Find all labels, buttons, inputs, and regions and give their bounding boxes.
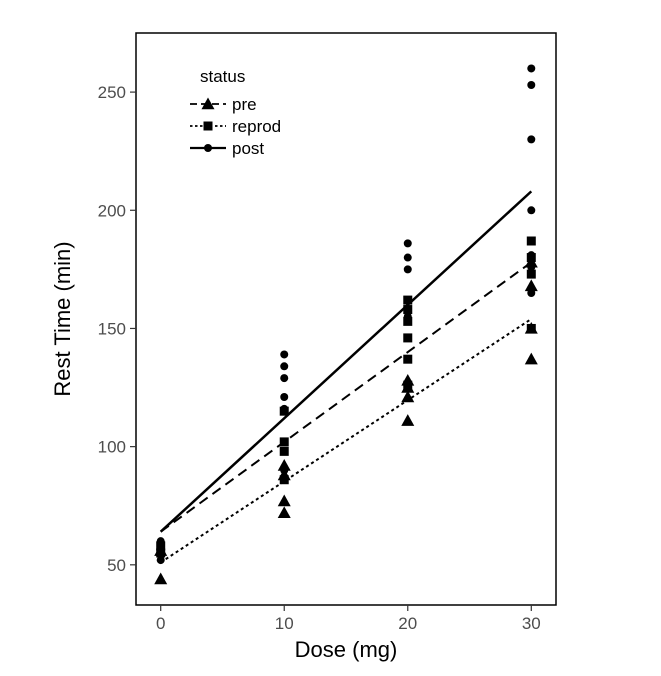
point-post <box>403 265 412 274</box>
point-reprod <box>526 269 536 279</box>
y-axis-ticks: 50 100 150 200 250 <box>98 83 136 575</box>
fit-line-reprod <box>160 318 532 564</box>
point-post <box>527 251 536 260</box>
point-pre <box>154 572 168 585</box>
x-tick-label: 20 <box>398 614 417 633</box>
point-post <box>527 64 536 73</box>
legend-label-post: post <box>232 139 264 158</box>
y-tick-label: 200 <box>98 201 126 220</box>
point-reprod <box>403 380 413 390</box>
point-post <box>280 374 289 383</box>
point-post <box>527 135 536 144</box>
point-reprod <box>526 323 536 333</box>
point-pre <box>524 279 538 292</box>
fit-lines <box>159 190 533 564</box>
point-pre <box>277 494 291 507</box>
point-reprod <box>279 446 289 456</box>
point-reprod <box>279 437 289 447</box>
legend: status pre reprod post <box>190 67 281 158</box>
x-tick-label: 10 <box>275 614 294 633</box>
y-tick-label: 100 <box>98 438 126 457</box>
y-tick-label: 150 <box>98 319 126 338</box>
point-reprod <box>279 475 289 485</box>
plot-panel <box>135 32 557 606</box>
legend-title: status <box>200 67 245 86</box>
point-post <box>403 239 412 248</box>
point-post <box>527 206 536 215</box>
point-post <box>280 350 289 359</box>
data-points <box>154 64 538 585</box>
x-axis-title: Dose (mg) <box>295 637 398 662</box>
point-post <box>280 466 289 475</box>
legend-key-marker-pre <box>201 97 215 110</box>
y-tick-label: 50 <box>107 556 126 575</box>
point-post <box>280 393 289 401</box>
y-axis-title: Rest Time (min) <box>50 241 75 396</box>
point-post <box>156 537 165 546</box>
point-reprod <box>526 236 536 246</box>
point-reprod <box>403 354 413 364</box>
fit-line-post <box>159 190 533 533</box>
point-pre <box>524 352 538 365</box>
fit-line-pre <box>160 261 532 533</box>
x-axis-ticks: 0 10 20 30 <box>156 605 541 633</box>
point-pre <box>401 390 415 403</box>
point-post <box>280 404 289 413</box>
x-tick-label: 30 <box>522 614 541 633</box>
legend-key-marker-reprod <box>203 121 213 131</box>
point-post <box>527 81 536 89</box>
point-post <box>280 362 289 371</box>
point-reprod <box>403 333 413 343</box>
point-post <box>403 307 412 316</box>
point-post <box>156 551 165 560</box>
point-post <box>527 289 536 297</box>
point-post <box>403 253 412 262</box>
point-reprod <box>403 295 413 305</box>
point-reprod <box>403 316 413 326</box>
point-post <box>527 263 536 271</box>
point-pre <box>277 459 291 471</box>
point-pre <box>277 506 291 519</box>
x-tick-label: 0 <box>156 614 165 633</box>
y-tick-label: 250 <box>98 83 126 102</box>
point-pre <box>401 414 415 426</box>
legend-label-pre: pre <box>232 95 257 114</box>
legend-key-marker-post <box>204 144 212 152</box>
legend-label-reprod: reprod <box>232 117 281 136</box>
